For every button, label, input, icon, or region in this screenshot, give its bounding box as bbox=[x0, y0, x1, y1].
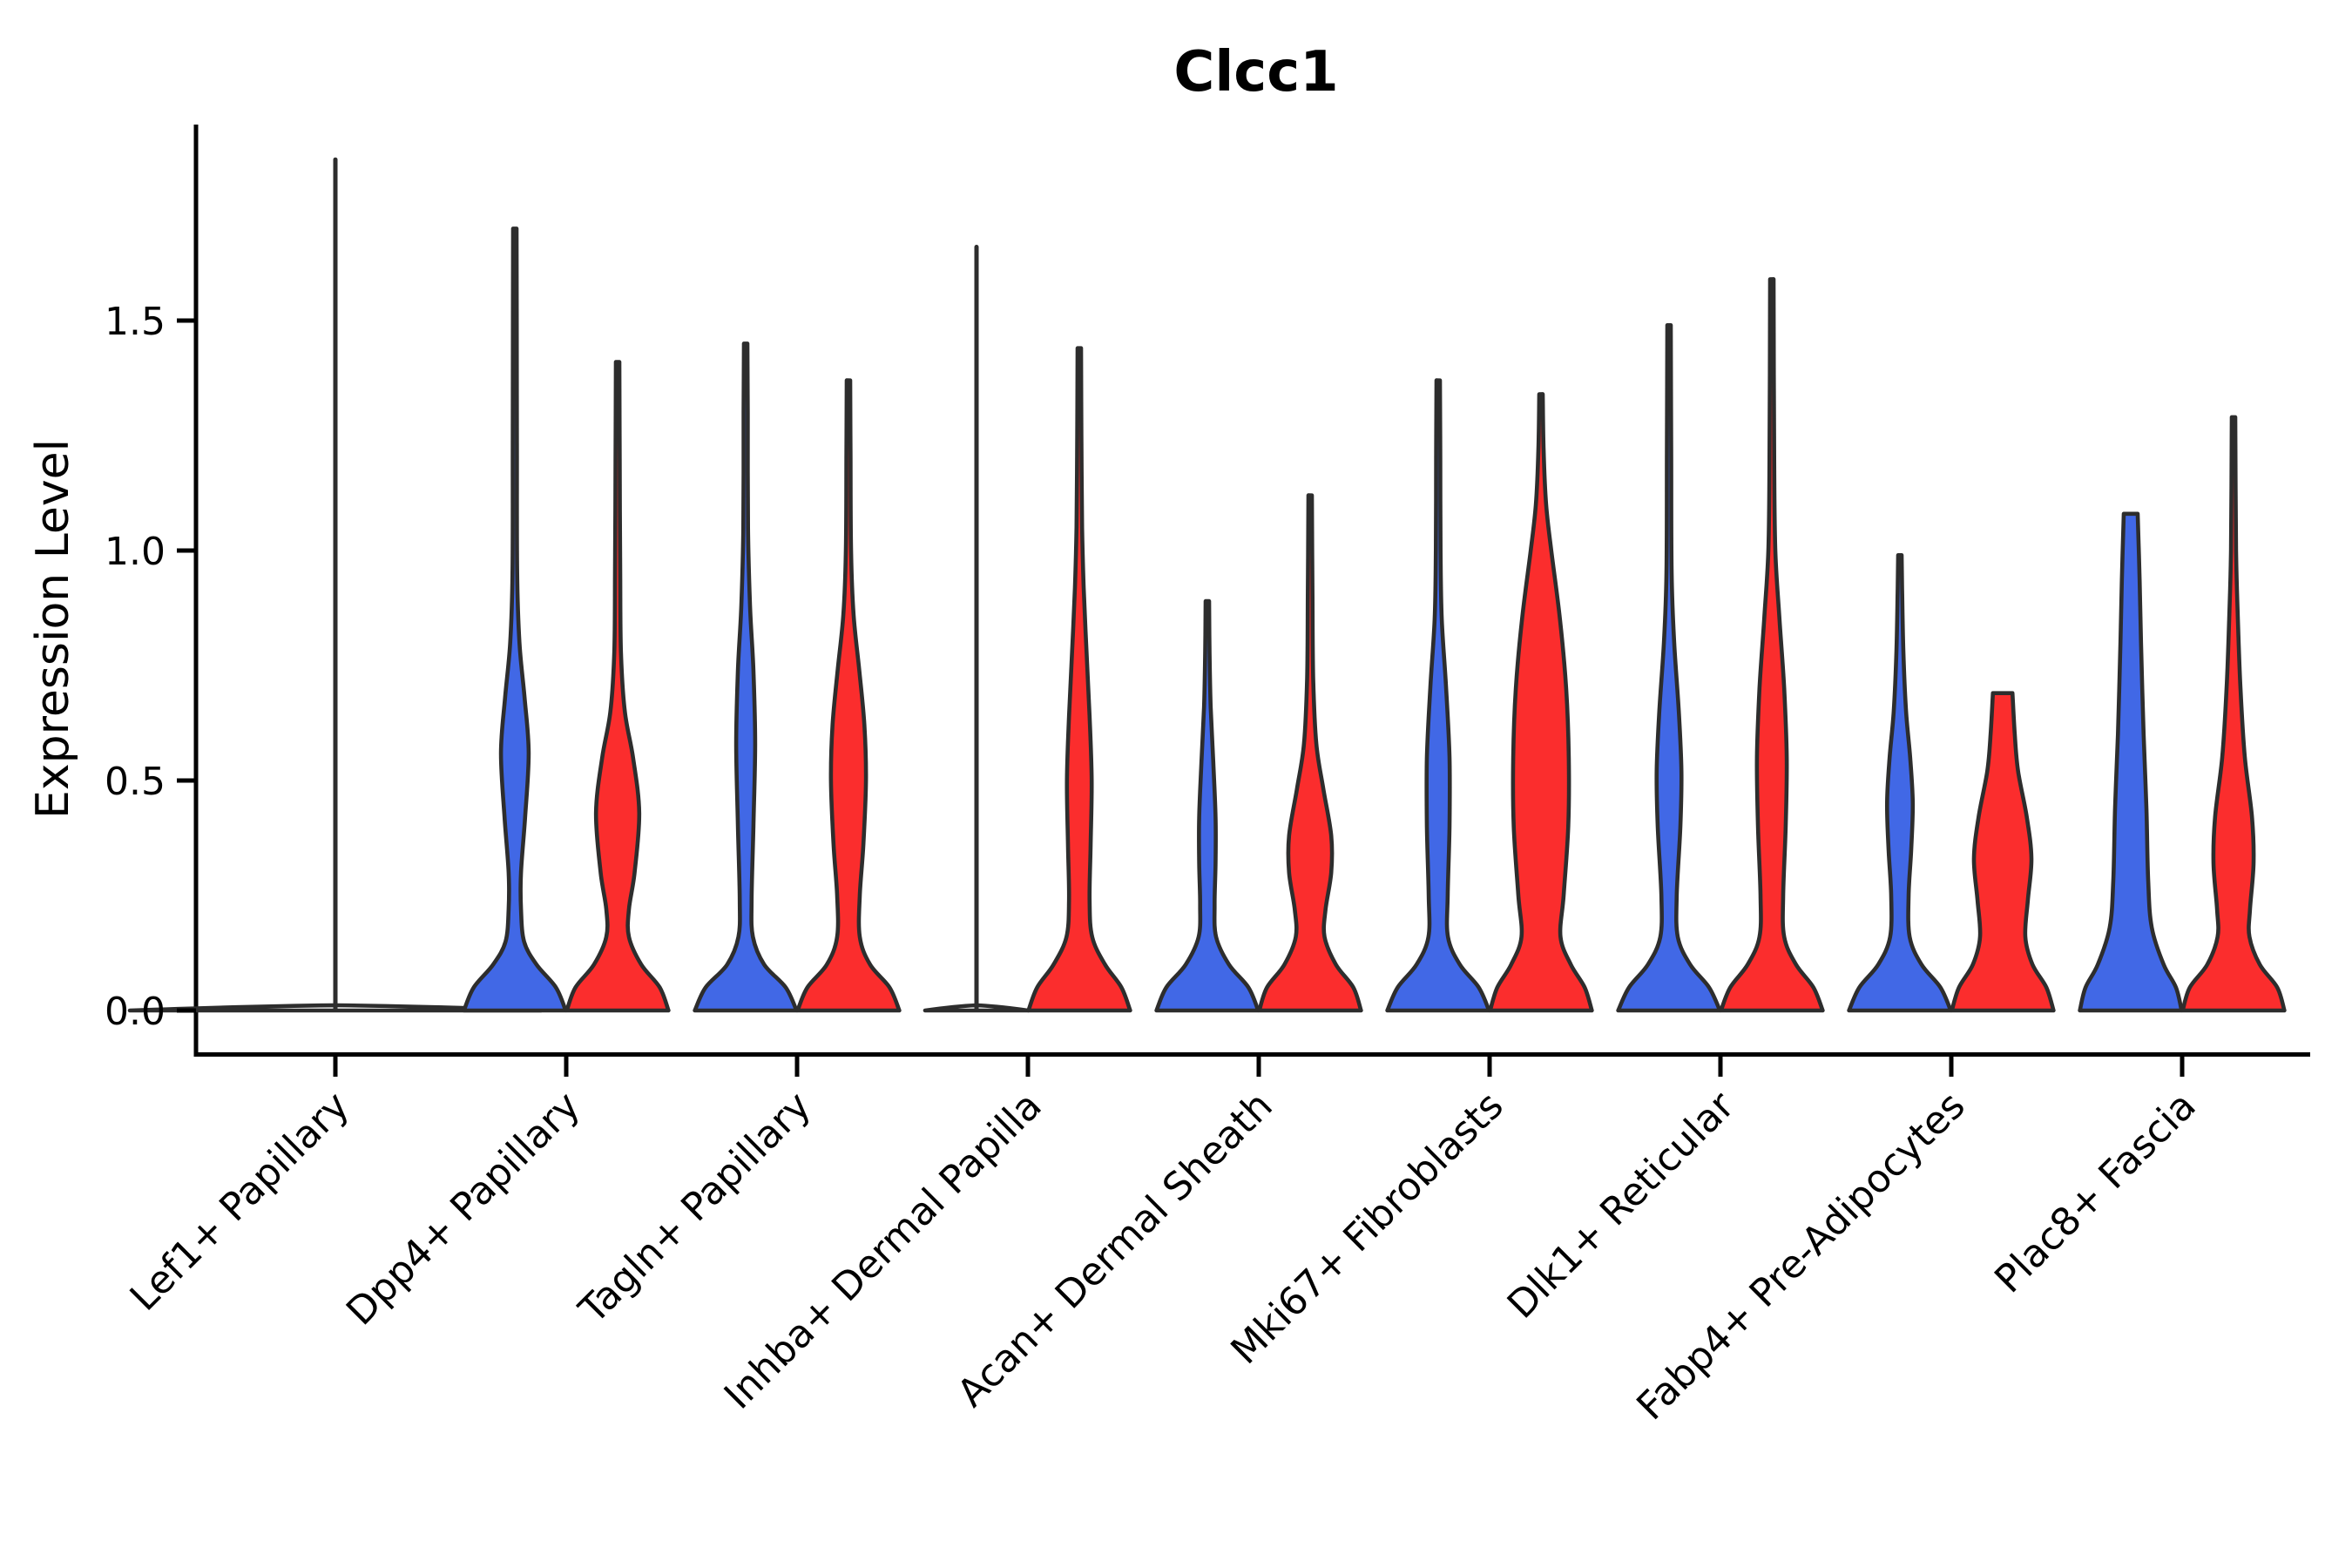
y-tick-label: 0.0 bbox=[105, 990, 166, 1034]
x-tick-label: Dlk1+ Reticular bbox=[1499, 1083, 1744, 1328]
x-tick-label: Tagln+ Papillary bbox=[571, 1084, 820, 1333]
y-tick-label: 1.0 bbox=[105, 530, 166, 574]
x-tick-label: Dpp4+ Papillary bbox=[338, 1084, 589, 1335]
violin-body bbox=[564, 360, 671, 1013]
violin-group bbox=[1385, 378, 1594, 1013]
y-tick-label: 0.5 bbox=[105, 760, 166, 804]
violin-series bbox=[127, 157, 2287, 1013]
violin-body bbox=[1385, 378, 1491, 1013]
violin-group bbox=[462, 226, 671, 1013]
violin-body bbox=[2078, 511, 2184, 1013]
violin-body bbox=[462, 226, 568, 1013]
violin-body bbox=[1950, 691, 2056, 1013]
axes bbox=[193, 125, 2310, 1057]
violin-group bbox=[693, 341, 902, 1013]
y-axis-ticks: 0.0 0.5 1.0 1.5 bbox=[105, 300, 196, 1034]
violin-body bbox=[1026, 346, 1132, 1013]
violin-body bbox=[1257, 493, 1363, 1013]
violin-body bbox=[795, 378, 902, 1013]
y-tick-label: 1.5 bbox=[105, 300, 166, 344]
violin-body bbox=[1488, 392, 1594, 1013]
violin-body bbox=[1719, 277, 1825, 1013]
x-tick-label: Lef1+ Papillary bbox=[122, 1084, 358, 1320]
violin-body bbox=[2180, 415, 2287, 1013]
violin-body bbox=[1847, 552, 1953, 1013]
plot-title: Clcc1 bbox=[1173, 40, 1338, 105]
violin-body bbox=[1616, 322, 1722, 1013]
violin-body bbox=[693, 341, 799, 1013]
y-axis-label: Expression Level bbox=[27, 439, 79, 819]
violin-body bbox=[1154, 598, 1260, 1013]
violin-group bbox=[1154, 493, 1363, 1013]
violin-group bbox=[2078, 415, 2287, 1013]
violin-group bbox=[923, 245, 1132, 1013]
violin-group bbox=[1616, 277, 1825, 1013]
violin-group bbox=[127, 157, 544, 1013]
x-tick-label: Plac8+ Fascia bbox=[1986, 1084, 2205, 1302]
violin-group bbox=[1847, 552, 2056, 1013]
